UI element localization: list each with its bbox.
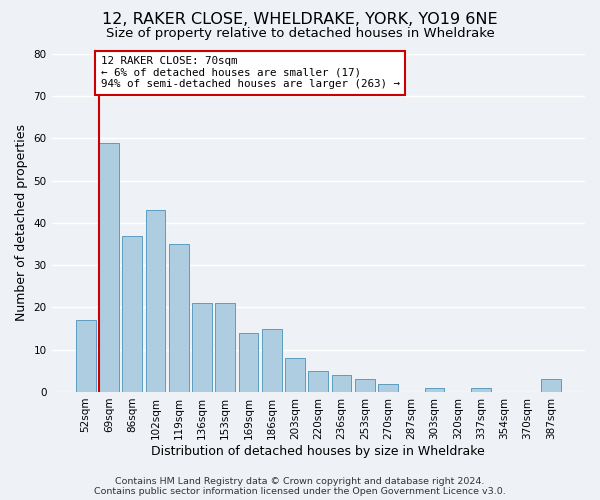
X-axis label: Distribution of detached houses by size in Wheldrake: Distribution of detached houses by size …	[151, 444, 485, 458]
Text: Contains HM Land Registry data © Crown copyright and database right 2024.: Contains HM Land Registry data © Crown c…	[115, 477, 485, 486]
Text: Contains public sector information licensed under the Open Government Licence v3: Contains public sector information licen…	[94, 487, 506, 496]
Bar	[122, 236, 142, 392]
Bar	[99, 142, 119, 392]
Bar	[425, 388, 445, 392]
Bar	[541, 380, 561, 392]
Bar	[285, 358, 305, 392]
Bar	[378, 384, 398, 392]
Bar	[239, 333, 259, 392]
Bar	[332, 375, 352, 392]
Bar	[192, 303, 212, 392]
Text: 12 RAKER CLOSE: 70sqm
← 6% of detached houses are smaller (17)
94% of semi-detac: 12 RAKER CLOSE: 70sqm ← 6% of detached h…	[101, 56, 400, 90]
Text: Size of property relative to detached houses in Wheldrake: Size of property relative to detached ho…	[106, 28, 494, 40]
Bar	[308, 371, 328, 392]
Bar	[76, 320, 95, 392]
Bar	[471, 388, 491, 392]
Bar	[262, 328, 281, 392]
Text: 12, RAKER CLOSE, WHELDRAKE, YORK, YO19 6NE: 12, RAKER CLOSE, WHELDRAKE, YORK, YO19 6…	[102, 12, 498, 28]
Bar	[215, 303, 235, 392]
Y-axis label: Number of detached properties: Number of detached properties	[15, 124, 28, 322]
Bar	[146, 210, 166, 392]
Bar	[355, 380, 374, 392]
Bar	[169, 244, 188, 392]
